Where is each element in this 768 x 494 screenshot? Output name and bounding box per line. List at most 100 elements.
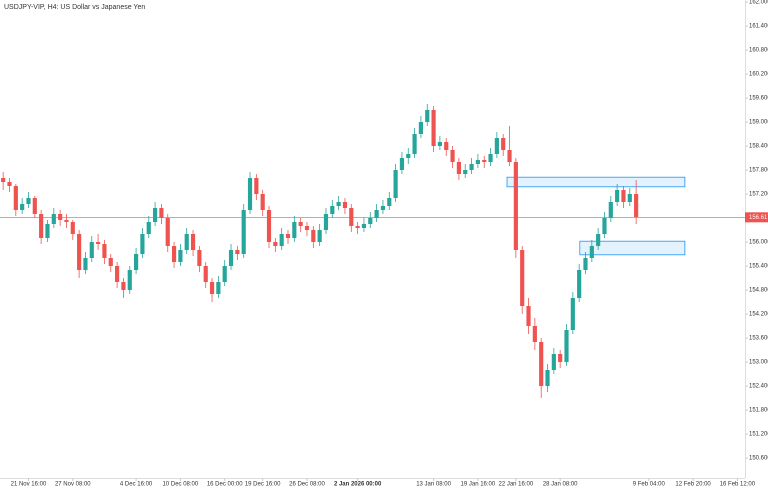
- y-tick-label: 151.800: [749, 408, 768, 414]
- candle-body: [171, 246, 177, 262]
- candle-body: [304, 226, 310, 230]
- candle-body: [266, 210, 272, 242]
- y-tick-label: 159.000: [749, 120, 768, 126]
- candle-body: [159, 208, 164, 218]
- candle-body: [602, 218, 607, 234]
- candle-body: [13, 186, 18, 210]
- y-tick-label: 160.800: [749, 48, 768, 54]
- candle-body: [216, 282, 221, 294]
- candle-body: [140, 234, 145, 254]
- candle-body: [488, 154, 493, 162]
- x-tick-label: 21 Nov 16:00: [11, 482, 47, 488]
- candle-body: [570, 298, 575, 330]
- candle-body: [608, 202, 613, 218]
- candle-body: [501, 138, 506, 150]
- y-tick-label: 162.000: [749, 0, 768, 6]
- candle-body: [532, 326, 537, 342]
- candle-body: [203, 266, 208, 282]
- candle-body: [7, 182, 12, 186]
- last-price-tag: [745, 212, 768, 223]
- chart-title: USDJPY-VIP, H4: US Dollar vs Japanese Ye…: [4, 4, 145, 11]
- zone: [506, 176, 686, 188]
- candle-body: [513, 162, 518, 250]
- candle-body: [317, 230, 322, 242]
- candle-body: [96, 242, 101, 244]
- candle-body: [247, 178, 253, 210]
- candle-body: [64, 220, 69, 222]
- candle-body: [387, 198, 392, 206]
- x-tick-label: 26 Dec 08:00: [289, 482, 325, 488]
- candle-body: [577, 270, 582, 298]
- candle-body: [380, 206, 386, 210]
- candle-body: [70, 222, 75, 234]
- candle-body: [406, 154, 411, 158]
- candle-body: [526, 306, 531, 326]
- candle-body: [444, 142, 449, 150]
- candle-body: [279, 234, 284, 246]
- y-tick-label: 156.000: [749, 240, 768, 246]
- y-tick-label: 153.600: [749, 336, 768, 342]
- candle-body: [190, 234, 196, 250]
- candle-body: [621, 190, 626, 202]
- candle-body: [336, 202, 341, 206]
- candle-body: [520, 250, 525, 306]
- y-tick-label: 161.400: [749, 24, 768, 30]
- candle-body: [20, 204, 25, 210]
- candle-body: [133, 254, 139, 270]
- candle-body: [285, 234, 291, 238]
- candle-body: [228, 250, 234, 266]
- zone: [579, 240, 686, 256]
- candle-body: [89, 242, 94, 258]
- candle-body: [374, 210, 379, 218]
- candle-body: [412, 134, 417, 154]
- y-tick-label: 153.000: [749, 360, 768, 366]
- candle-body: [418, 122, 424, 134]
- candle-body: [596, 234, 601, 246]
- x-tick-label: 2 Jan 2026 00:00: [334, 482, 382, 488]
- y-tick-label: 151.200: [749, 432, 768, 438]
- candle-body: [235, 250, 240, 254]
- y-tick-label: 150.600: [749, 456, 768, 462]
- y-tick-label: 158.400: [749, 144, 768, 150]
- candle-body: [323, 214, 329, 230]
- candle-body: [463, 170, 468, 174]
- candle-body: [330, 206, 335, 214]
- candle-body: [26, 198, 31, 204]
- candle-body: [539, 342, 544, 386]
- candle-body: [115, 266, 120, 282]
- x-tick-label: 22 Jan 16:00: [499, 482, 534, 488]
- candle-body: [77, 234, 82, 270]
- x-tick-label: 19 Jan 16:00: [461, 482, 496, 488]
- candle-body: [558, 354, 563, 362]
- candle-body: [456, 162, 461, 174]
- candle-body: [273, 242, 278, 246]
- candle-body: [482, 160, 487, 162]
- candle-body: [254, 178, 259, 194]
- candle-body: [184, 234, 189, 250]
- candle-body: [1, 178, 6, 182]
- x-tick-label: 4 Dec 16:00: [120, 482, 153, 488]
- x-tick-label: 27 Nov 08:00: [55, 482, 91, 488]
- candle-body: [361, 224, 367, 228]
- x-tick-label: 16 Feb 12:00: [720, 482, 756, 488]
- candle-body: [469, 164, 474, 170]
- candle-body: [450, 150, 455, 162]
- candle-body: [355, 226, 360, 228]
- candle-body: [437, 142, 442, 146]
- candle-body: [425, 110, 430, 122]
- candle-body: [589, 246, 594, 258]
- y-tick-label: 157.200: [749, 192, 768, 198]
- y-tick-label: 159.600: [749, 96, 768, 102]
- candle-body: [475, 160, 480, 164]
- candle-body: [260, 194, 265, 210]
- candle-body: [146, 222, 151, 234]
- candle-body: [583, 258, 588, 270]
- candle-body: [342, 202, 348, 208]
- candle-body: [83, 258, 88, 270]
- x-tick-label: 16 Dec 00:00: [207, 482, 243, 488]
- candle-body: [121, 282, 126, 290]
- candle-body: [102, 244, 107, 258]
- x-tick-label: 12 Feb 20:00: [675, 482, 711, 488]
